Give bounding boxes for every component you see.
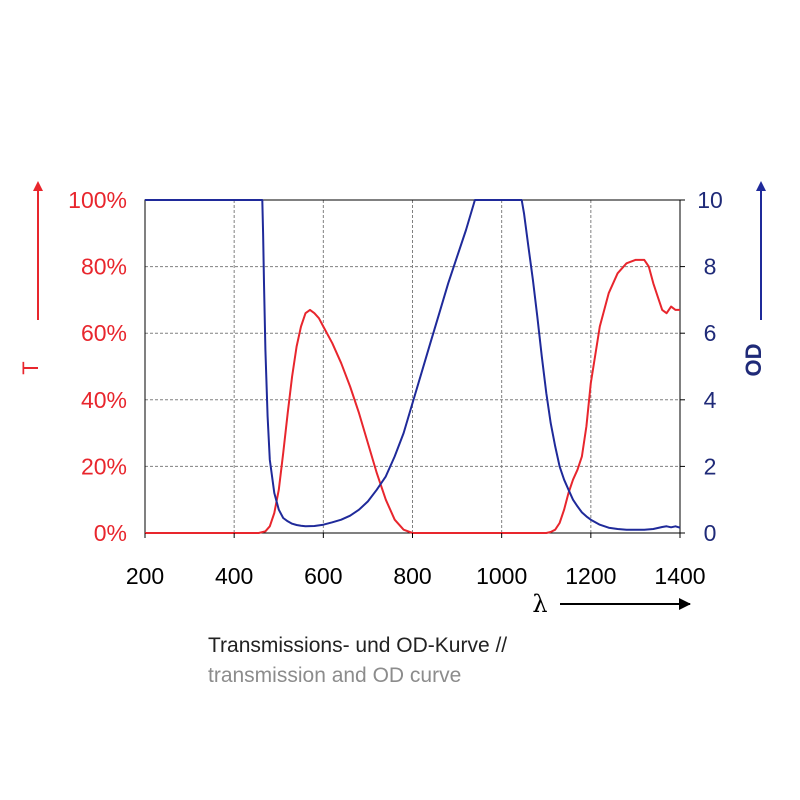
grid bbox=[145, 200, 680, 533]
x-tick-label: 200 bbox=[126, 563, 164, 589]
left-tick-label: 100% bbox=[68, 187, 127, 213]
left-tick-label: 40% bbox=[81, 387, 127, 413]
right-axis-title: OD bbox=[741, 344, 766, 377]
right-tick-label: 4 bbox=[704, 387, 717, 413]
left-tick-label: 0% bbox=[94, 520, 127, 546]
left-tick-label: 60% bbox=[81, 320, 127, 346]
left-tick-label: 20% bbox=[81, 453, 127, 479]
x-tick-label: 1200 bbox=[565, 563, 616, 589]
x-tick-label: 600 bbox=[304, 563, 342, 589]
left-tick-label: 80% bbox=[81, 254, 127, 280]
right-tick-label: 2 bbox=[704, 453, 717, 479]
x-tick-label: 1000 bbox=[476, 563, 527, 589]
right-tick-label: 10 bbox=[697, 187, 723, 213]
x-axis-ticks: 200 400 600 800 1000 1200 1400 bbox=[126, 533, 706, 589]
right-tick-label: 6 bbox=[704, 320, 717, 346]
right-tick-label: 8 bbox=[704, 254, 717, 280]
left-axis-ticks: 0% 20% 40% 60% 80% 100% bbox=[68, 187, 127, 546]
left-axis-title: T bbox=[18, 361, 43, 374]
caption-subtitle: transmission and OD curve bbox=[208, 664, 462, 687]
x-tick-label: 800 bbox=[393, 563, 431, 589]
series-line-t bbox=[145, 258, 680, 534]
caption-title: Transmissions- und OD-Kurve // bbox=[208, 634, 508, 657]
x-tick-label: 400 bbox=[215, 563, 253, 589]
series-line-od bbox=[145, 199, 681, 531]
right-axis-ticks: 0 2 4 6 8 10 bbox=[680, 187, 723, 546]
x-tick-label: 1400 bbox=[654, 563, 705, 589]
x-axis-title: λ bbox=[532, 590, 547, 618]
series-layer bbox=[145, 199, 681, 534]
right-tick-label: 0 bbox=[704, 520, 717, 546]
